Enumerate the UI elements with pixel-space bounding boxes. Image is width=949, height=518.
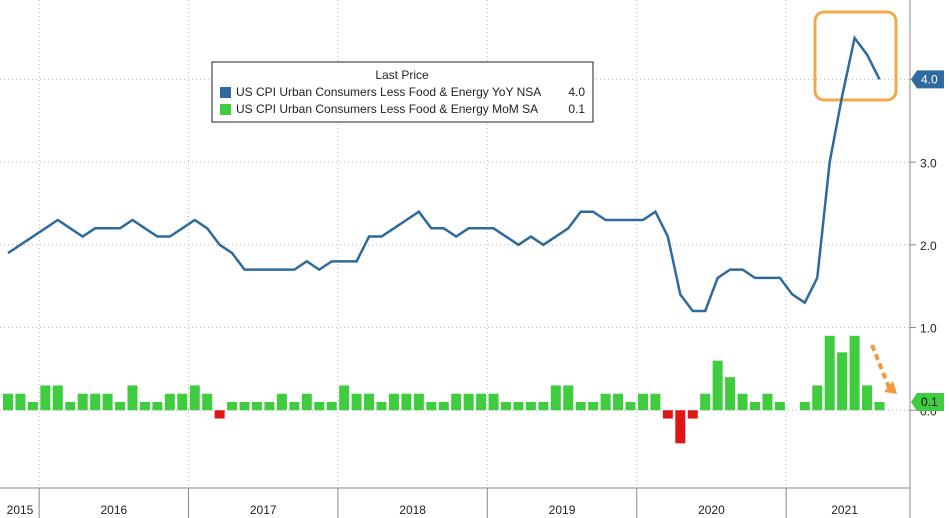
highlight-box xyxy=(813,10,898,102)
bar xyxy=(401,393,412,411)
bar xyxy=(874,401,885,411)
bar xyxy=(413,393,424,411)
bar xyxy=(15,393,26,411)
bar xyxy=(550,385,561,411)
x-tick-label: 2015 xyxy=(7,503,34,517)
bar xyxy=(314,401,325,411)
bar xyxy=(588,401,599,411)
bar xyxy=(725,377,736,411)
bar xyxy=(339,385,350,411)
bar xyxy=(139,401,150,411)
bar xyxy=(862,385,873,411)
y-tick-label: 3.0 xyxy=(920,156,937,170)
bar xyxy=(488,393,499,411)
x-tick-label: 2020 xyxy=(698,503,725,517)
bar xyxy=(538,401,549,411)
legend: Last Price US CPI Urban Consumers Less F… xyxy=(211,61,594,123)
x-tick-label: 2018 xyxy=(399,503,426,517)
bar xyxy=(227,401,238,411)
annotation-arrow xyxy=(870,344,892,391)
bar xyxy=(501,401,511,411)
bar xyxy=(264,401,275,411)
bar xyxy=(40,385,51,411)
x-tick-label: 2016 xyxy=(100,503,127,517)
price-tag-label: 4.0 xyxy=(921,73,938,87)
bar xyxy=(364,393,375,411)
bar xyxy=(476,393,487,411)
y-tick-label: 2.0 xyxy=(920,239,937,253)
bar xyxy=(774,401,785,411)
x-tick-label: 2017 xyxy=(250,503,277,517)
bar xyxy=(3,393,13,411)
legend-swatch xyxy=(220,104,231,115)
bar xyxy=(812,385,823,411)
bar xyxy=(824,335,835,411)
bar xyxy=(351,393,362,411)
bar xyxy=(849,335,860,411)
bar xyxy=(600,393,611,411)
bar xyxy=(650,393,661,411)
x-tick-label: 2019 xyxy=(549,503,576,517)
bar xyxy=(575,401,586,411)
bar xyxy=(687,410,698,419)
bar xyxy=(388,393,399,411)
arrow-head xyxy=(884,381,897,394)
bar xyxy=(90,393,101,411)
bar xyxy=(563,385,574,411)
bar xyxy=(426,401,437,411)
bar xyxy=(52,385,63,411)
bar xyxy=(164,393,175,411)
legend-label: US CPI Urban Consumers Less Food & Energ… xyxy=(236,85,541,99)
price-tag xyxy=(911,70,944,89)
bar xyxy=(637,393,648,411)
bar xyxy=(214,410,225,419)
bar xyxy=(438,401,449,411)
legend-last-value: 0.1 xyxy=(568,102,585,116)
legend-box xyxy=(211,61,594,123)
bar xyxy=(65,401,76,411)
legend-last-value: 4.0 xyxy=(568,85,585,99)
bar xyxy=(762,393,773,411)
bar xyxy=(152,401,163,411)
bar xyxy=(451,393,462,411)
bar xyxy=(625,401,636,411)
line xyxy=(7,35,881,313)
bar xyxy=(837,352,848,411)
legend-title: Last Price xyxy=(375,68,429,82)
bar xyxy=(301,393,312,411)
bar xyxy=(463,393,474,411)
x-tick-label: 2021 xyxy=(831,503,858,517)
bar xyxy=(675,410,686,444)
bar xyxy=(189,385,200,411)
y-tick-label: 1.0 xyxy=(920,322,937,336)
bar xyxy=(700,393,711,411)
bar xyxy=(750,401,760,411)
bar xyxy=(513,401,524,411)
bar xyxy=(737,393,748,411)
bar xyxy=(202,393,213,411)
bar xyxy=(799,401,810,411)
bar xyxy=(177,393,188,411)
bar xyxy=(252,401,262,411)
bar xyxy=(326,401,337,411)
legend-swatch xyxy=(220,87,231,98)
price-tag xyxy=(911,392,944,411)
price-tag-label: 0.1 xyxy=(921,395,938,409)
bar xyxy=(27,401,38,411)
bar xyxy=(376,401,387,411)
bar xyxy=(276,393,287,411)
bar xyxy=(613,393,624,411)
bar xyxy=(115,401,126,411)
bar xyxy=(662,410,673,419)
bar xyxy=(289,401,300,411)
bar xyxy=(712,360,723,411)
bar xyxy=(525,401,536,411)
legend-label: US CPI Urban Consumers Less Food & Energ… xyxy=(236,102,538,116)
bar xyxy=(239,401,250,411)
bar xyxy=(127,385,138,411)
bar xyxy=(102,393,113,411)
bar xyxy=(77,393,88,411)
